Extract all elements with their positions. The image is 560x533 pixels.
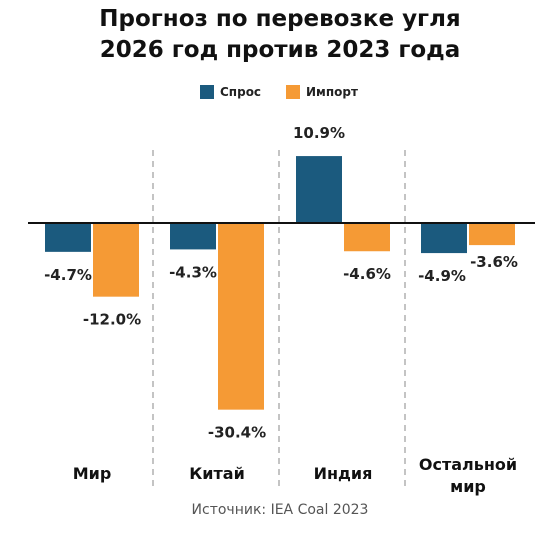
value-label-import-3: -4.6% — [343, 265, 391, 283]
legend-label-demand: Спрос — [220, 85, 262, 99]
bar-demand-3 — [296, 156, 342, 223]
legend-item-import: Импорт — [286, 82, 358, 102]
value-label-import-2: -30.4% — [208, 424, 266, 442]
bar-import-3 — [344, 223, 390, 252]
value-label-demand-4: -4.9% — [418, 267, 466, 285]
category-label-1: Мир — [73, 464, 112, 483]
value-label-demand-2: -4.3% — [169, 263, 217, 281]
legend-swatch-import — [286, 85, 300, 99]
legend: Спрос Импорт — [0, 82, 560, 102]
value-label-import-4: -3.6% — [470, 253, 518, 271]
bar-import-1 — [93, 223, 139, 297]
value-label-demand-3: 10.9% — [293, 124, 345, 142]
legend-item-demand: Спрос — [200, 82, 261, 102]
category-label-4-line-1: Остальной — [419, 455, 517, 474]
chart-title-line-1: Прогноз по перевозке угля — [99, 6, 461, 32]
value-label-demand-1: -4.7% — [44, 266, 92, 284]
legend-swatch-demand — [200, 85, 214, 99]
source-note: Источник: IEA Coal 2023 — [191, 502, 369, 518]
category-label-4-line-2: мир — [450, 477, 486, 496]
chart-title-line-2: 2026 год против 2023 года — [99, 37, 461, 63]
bar-import-4 — [469, 223, 515, 246]
bar-demand-4 — [421, 223, 467, 254]
bar-import-2 — [218, 223, 264, 410]
legend-label-import: Импорт — [306, 85, 358, 99]
bar-demand-1 — [45, 223, 91, 252]
bar-demand-2 — [170, 223, 216, 250]
category-label-2: Китай — [189, 464, 245, 483]
category-label-3: Индия — [314, 464, 373, 483]
value-label-import-1: -12.0% — [83, 311, 141, 329]
